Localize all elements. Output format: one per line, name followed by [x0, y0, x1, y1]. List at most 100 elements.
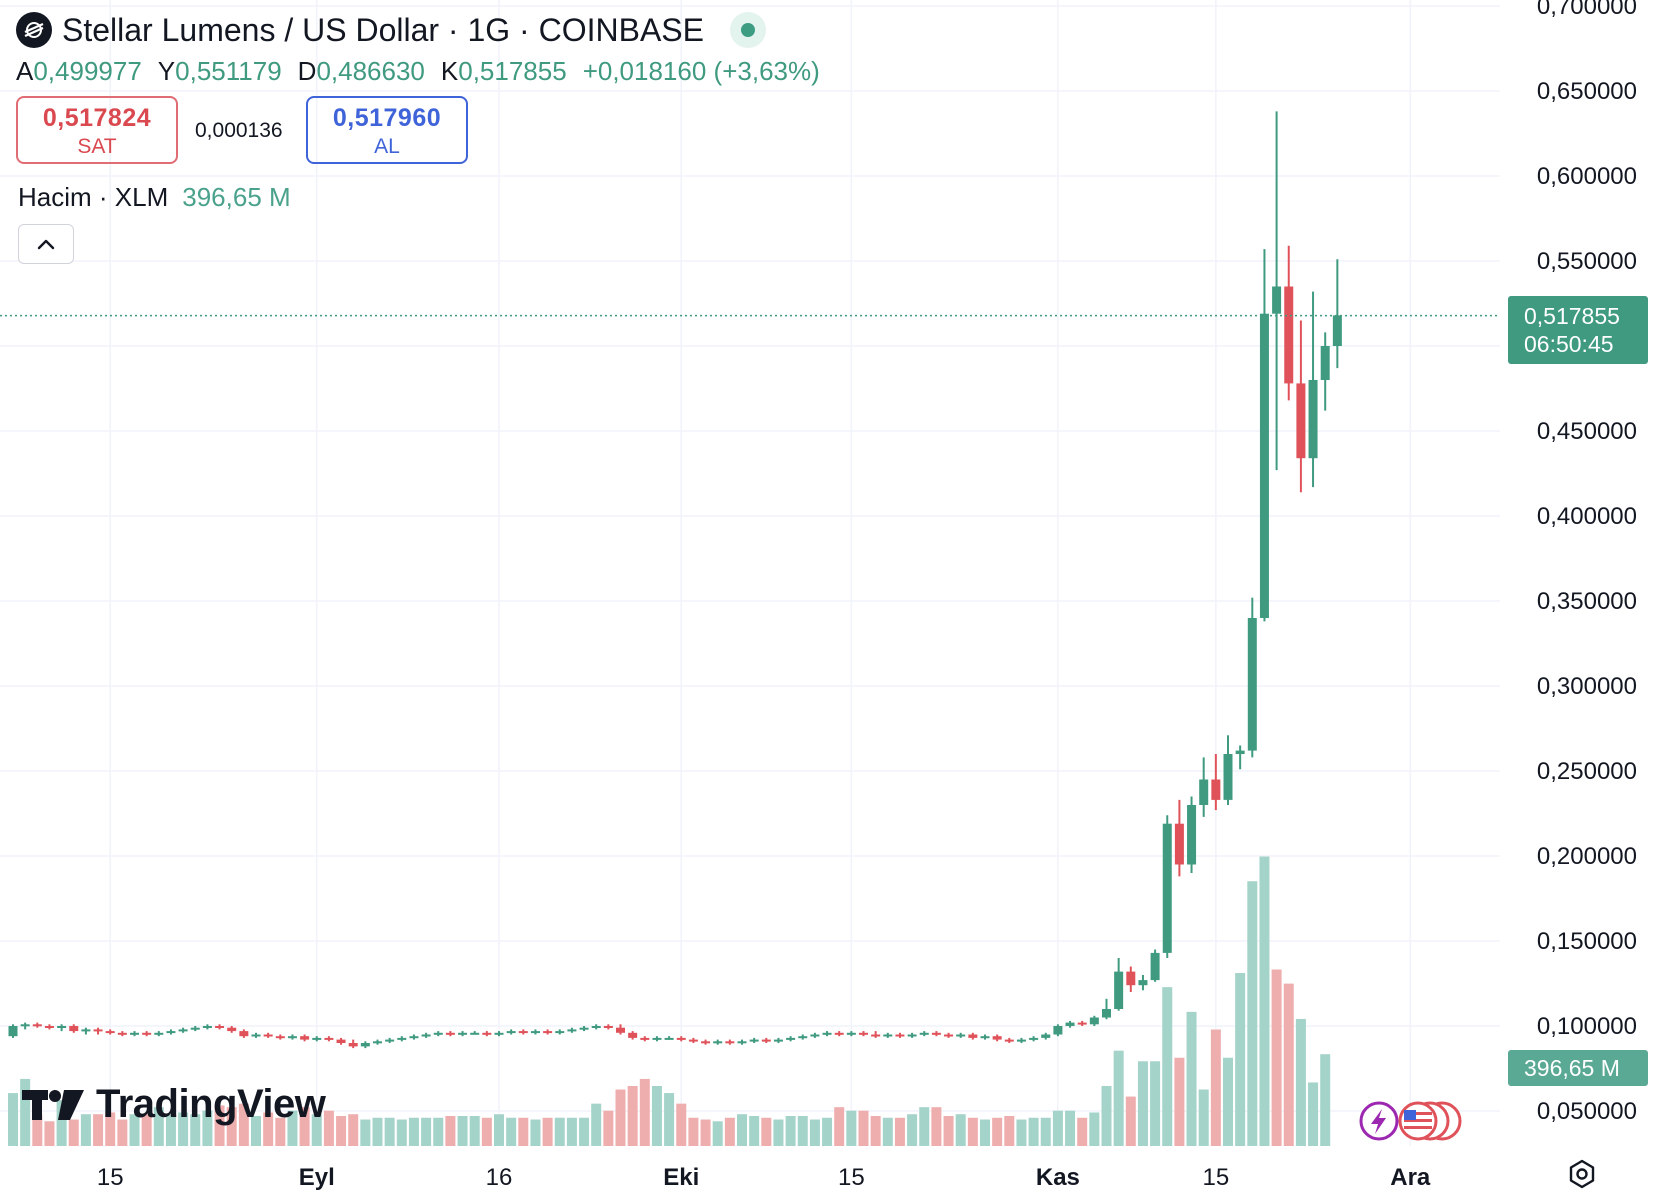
chart-grid	[0, 0, 1500, 1146]
volume-bar	[1308, 1082, 1319, 1146]
volume-bar	[664, 1093, 675, 1146]
candle	[409, 1034, 419, 1040]
volume-bar	[32, 1114, 43, 1146]
volume-bar	[870, 1115, 881, 1146]
candle-body	[348, 1043, 358, 1047]
candle	[385, 1037, 395, 1043]
sell-button[interactable]: 0,517824 SAT	[16, 96, 178, 164]
candle-body	[822, 1032, 832, 1035]
candle-body	[458, 1032, 468, 1035]
candle	[846, 1031, 856, 1037]
close-label: K	[440, 56, 459, 86]
candle	[215, 1024, 225, 1030]
volume-bar	[1113, 1050, 1124, 1146]
volume-bar	[1235, 973, 1246, 1146]
candle	[1102, 998, 1111, 1020]
candle	[786, 1036, 796, 1042]
candle-body	[883, 1034, 893, 1037]
sell-price: 0,517824	[42, 104, 152, 132]
candle-body	[931, 1032, 941, 1035]
volume-bar	[846, 1110, 857, 1146]
candle-body	[591, 1026, 601, 1028]
volume-bar	[627, 1085, 638, 1146]
candle-body	[494, 1032, 504, 1035]
candle	[93, 1027, 103, 1035]
collapse-legend-button[interactable]	[18, 224, 74, 264]
candle-body	[324, 1037, 334, 1040]
volume-bar	[384, 1117, 395, 1146]
candle	[8, 1024, 18, 1038]
price-axis-label: 0,050000	[1537, 1098, 1637, 1125]
candle-body	[1320, 346, 1330, 380]
volume-bar	[506, 1117, 517, 1146]
candle-body	[1041, 1034, 1051, 1038]
candle	[1162, 815, 1172, 958]
candle	[57, 1024, 67, 1032]
tradingview-watermark[interactable]: TradingView	[22, 1082, 326, 1127]
price-axis-label: 0,250000	[1537, 758, 1637, 785]
candle	[1053, 1024, 1063, 1037]
candle-body	[20, 1024, 30, 1027]
volume-bar	[834, 1107, 845, 1146]
volume-bar	[761, 1117, 772, 1146]
settings-gear-icon[interactable]	[1566, 1158, 1598, 1190]
candle	[530, 1029, 540, 1035]
events-icons[interactable]	[1358, 1100, 1468, 1142]
candle-body	[433, 1032, 443, 1035]
candle-body	[713, 1041, 723, 1044]
symbol-title[interactable]: Stellar Lumens / US Dollar · 1G · COINBA…	[62, 11, 704, 48]
volume-bar	[809, 1119, 820, 1146]
candle	[822, 1031, 832, 1037]
buy-button[interactable]: 0,517960 AL	[306, 96, 468, 164]
price-axis-label: 0,300000	[1537, 673, 1637, 700]
candle	[1029, 1036, 1039, 1042]
candle-body	[980, 1036, 990, 1039]
low-label: D	[297, 56, 317, 86]
volume-bar	[396, 1119, 407, 1146]
volume-bar	[530, 1119, 541, 1146]
candle	[676, 1036, 686, 1042]
candle-body	[130, 1032, 139, 1035]
candle	[1199, 757, 1209, 817]
candle	[652, 1036, 662, 1042]
volume-bar	[445, 1115, 456, 1146]
volume-bar	[907, 1114, 918, 1146]
volume-bar	[1247, 881, 1258, 1146]
candle	[20, 1022, 30, 1030]
candle-body	[215, 1026, 225, 1028]
candle-body	[579, 1027, 589, 1030]
volume-bar	[1320, 1054, 1331, 1146]
candle-body	[919, 1032, 929, 1035]
candle	[1187, 796, 1197, 873]
open-value: 0,499977	[33, 56, 142, 86]
lightning-icon	[1359, 1101, 1399, 1141]
candle	[1126, 966, 1136, 992]
candle	[688, 1037, 698, 1043]
volume-bar	[323, 1110, 334, 1146]
candle-body	[312, 1037, 322, 1040]
volume-bar	[1052, 1110, 1063, 1146]
volume-bar	[1174, 1057, 1185, 1146]
volume-bar	[518, 1117, 529, 1146]
volume-bar	[894, 1117, 905, 1146]
volume-bar	[737, 1114, 747, 1146]
volume-bar	[56, 1100, 67, 1146]
stellar-logo-icon	[16, 12, 52, 48]
candle-body	[154, 1032, 164, 1035]
price-axis-label: 0,200000	[1537, 843, 1637, 870]
candle-body	[834, 1032, 844, 1035]
candle-body	[603, 1026, 613, 1028]
candle-body	[895, 1034, 905, 1037]
candle	[871, 1031, 881, 1038]
volume-bar	[1137, 1061, 1148, 1146]
candle	[227, 1026, 237, 1033]
chart-header: Stellar Lumens / US Dollar · 1G · COINBA…	[16, 10, 766, 50]
candle-body	[202, 1026, 212, 1028]
volume-bar	[311, 1114, 322, 1146]
volume-bar	[554, 1117, 565, 1146]
candle-body	[1296, 383, 1306, 459]
candle-body	[1089, 1017, 1099, 1025]
candle-body	[1272, 286, 1282, 314]
candle-body	[470, 1032, 480, 1035]
